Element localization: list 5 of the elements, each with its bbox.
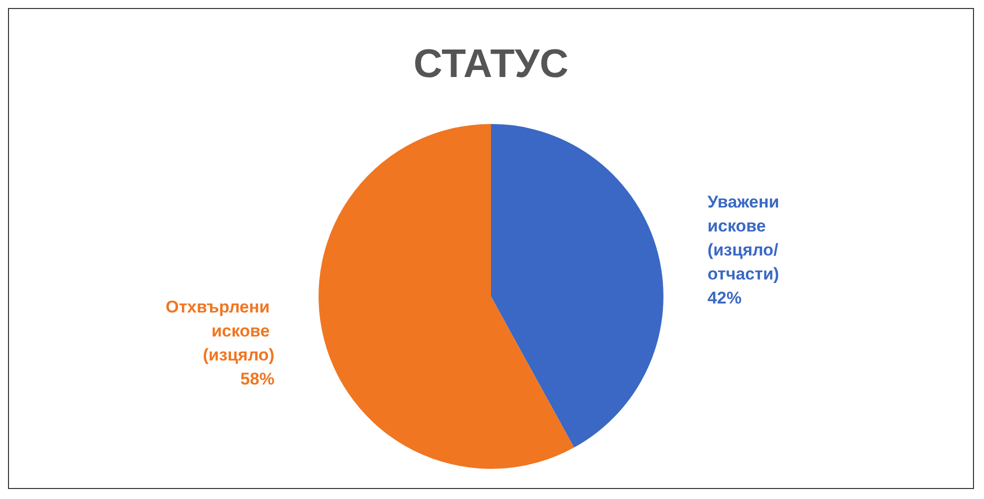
- data-label: 58%: [240, 370, 274, 389]
- chart-title: СТАТУС: [414, 42, 568, 86]
- data-label: 42%: [708, 288, 742, 308]
- slice-label: Отхвърлени искове (изцяло): [166, 298, 274, 365]
- slice-label: Уважени искове (изцяло/отчасти): [708, 192, 784, 284]
